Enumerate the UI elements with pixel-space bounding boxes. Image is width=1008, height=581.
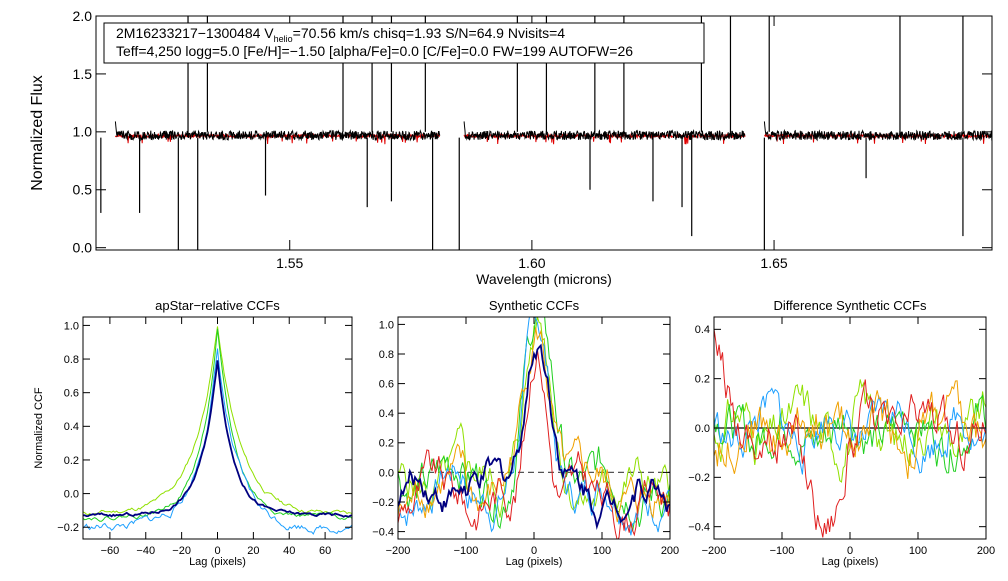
diff-series-diff-3	[714, 387, 986, 475]
x-tick-label: 100	[593, 545, 611, 557]
x-tick-label: −200	[386, 545, 411, 557]
x-tick-label: 1.55	[276, 255, 303, 271]
x-tick-label: −60	[101, 545, 120, 557]
ccf-series-visit-3	[83, 348, 352, 535]
x-tick-label: −40	[136, 545, 155, 557]
x-tick-label: 20	[247, 545, 259, 557]
x-tick-label: −100	[454, 545, 479, 557]
y-tick-label: 0.6	[379, 378, 394, 390]
x-axis-label: Lag (pixels)	[822, 556, 879, 568]
x-tick-label: 1.60	[518, 255, 545, 271]
diff-series-diff-5	[714, 328, 986, 538]
y-tick-label: 0.0	[695, 423, 710, 435]
ccf-series-visit-1	[398, 317, 670, 518]
y-axis-label: Normalized CCF	[33, 387, 45, 469]
y-tick-label: −0.2	[57, 522, 79, 534]
y-tick-label: 1.0	[73, 124, 93, 140]
y-tick-label: 0.5	[73, 182, 93, 198]
plot-area	[398, 317, 670, 539]
ccf-series-visit-2	[83, 328, 352, 522]
y-axis-label: Normalized Flux	[29, 75, 46, 191]
y-tick-label: 0.2	[64, 455, 79, 467]
observed-spectrum-chip-1	[114, 121, 441, 142]
y-tick-label: 0.4	[64, 421, 79, 433]
plot-area	[714, 328, 986, 538]
y-tick-label: −0.4	[372, 526, 394, 538]
y-tick-label: 2.0	[73, 8, 93, 24]
star-id-vhelio: 2M16233217−1300484 V	[116, 25, 274, 41]
ccf-series-visit-5	[398, 349, 670, 539]
x-tick-label: 0	[214, 545, 220, 557]
info-line-2: Teff=4,250 logg=5.0 [Fe/H]=−1.50 [alpha/…	[116, 43, 633, 59]
x-tick-label: 0	[531, 545, 537, 557]
x-tick-label: 0	[847, 545, 853, 557]
apstar-ccf-panel: −60 −40 −20 0 20 40 60 −0.2 0.0 0.2 0.4 0.6 0.8 1.0 ap…	[33, 298, 353, 568]
y-tick-label: 0.2	[379, 438, 394, 450]
x-tick-label: −200	[702, 545, 727, 557]
observed-spectrum-chip-3	[763, 121, 992, 142]
y-tick-label: 0.0	[379, 467, 394, 479]
y-tick-label: 0.8	[379, 349, 394, 361]
y-tick-label: 0.4	[695, 324, 710, 336]
ccf-series-combined	[398, 343, 670, 531]
y-tick-label: 0.4	[379, 408, 394, 420]
y-tick-label: −0.2	[688, 472, 710, 484]
y-tick-label: 0.0	[73, 240, 93, 256]
difference-ccf-panel: −200 −100 0 100 200 −0.4 −0.2 0.0 0.2 0.4 Differen…	[688, 298, 995, 568]
x-tick-label: 100	[909, 545, 927, 557]
ccf-series-visit-2	[398, 317, 670, 532]
x-axis-label: Lag (pixels)	[189, 556, 246, 568]
synthetic-ccf-panel: −200 −100 0 100 200 −0.4 −0.2 0.0 0.2 0.4 0.6 0.8 1.…	[372, 298, 679, 568]
y-tick-label: 1.0	[64, 320, 79, 332]
chart-title: Difference Synthetic CCFs	[774, 298, 927, 313]
ccf-series-combined	[83, 360, 352, 518]
x-tick-label: 200	[661, 545, 679, 557]
chart-title: Synthetic CCFs	[489, 298, 580, 313]
y-tick-label: 0.2	[695, 374, 710, 386]
y-tick-label: −0.4	[688, 522, 710, 534]
y-tick-label: 1.0	[379, 319, 394, 331]
x-tick-label: 1.65	[760, 255, 787, 271]
info-line-1: 2M16233217−1300484 Vhelio=70.56 km/s chi…	[116, 25, 565, 44]
x-tick-label: −100	[770, 545, 795, 557]
y-tick-label: 0.8	[64, 354, 79, 366]
ccf-series-visit-1	[83, 326, 352, 516]
y-tick-label: 0.0	[64, 488, 79, 500]
info-line-1-values: =70.56 km/s chisq=1.93 S/N=64.9 Nvisits=…	[293, 25, 566, 41]
x-axis-label: Wavelength (microns)	[476, 271, 612, 287]
diff-series-diff-4	[714, 380, 986, 479]
chart-title: apStar−relative CCFs	[155, 298, 280, 313]
y-tick-label: 1.5	[73, 66, 93, 82]
y-tick-label: −0.2	[372, 497, 394, 509]
x-axis-label: Lag (pixels)	[506, 556, 563, 568]
axes-frame	[95, 15, 993, 251]
axes-frame	[397, 316, 671, 540]
vhelio-subscript: helio	[274, 34, 293, 44]
observed-spectrum-chip-2	[463, 121, 746, 142]
y-tick-label: 0.6	[64, 388, 79, 400]
x-tick-label: 40	[283, 545, 295, 557]
x-tick-label: 60	[319, 545, 331, 557]
x-tick-label: 200	[977, 545, 995, 557]
info-box-frame	[103, 22, 705, 64]
plot-area	[83, 326, 352, 535]
info-box: 2M16233217−1300484 Vhelio=70.56 km/s chi…	[103, 22, 705, 64]
x-tick-label: −20	[172, 545, 191, 557]
